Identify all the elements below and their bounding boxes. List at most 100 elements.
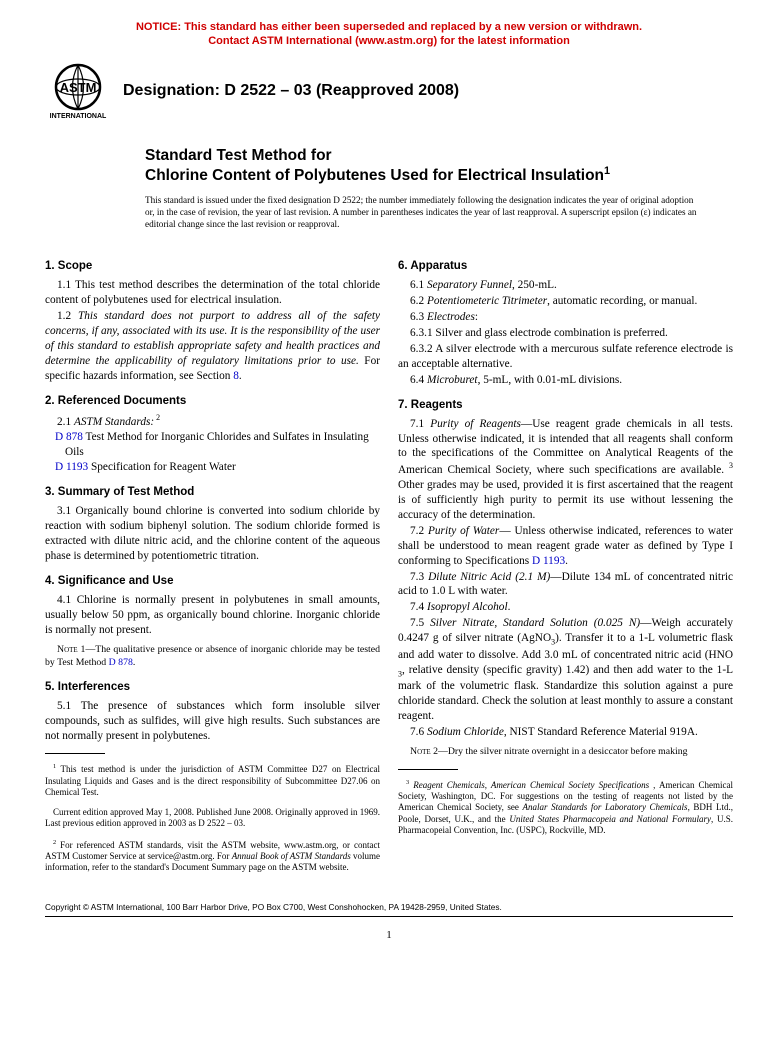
t: ASTM Standards:	[74, 415, 154, 427]
t: Test Method for Inorganic Chlorides and …	[65, 431, 369, 458]
t: 3	[729, 461, 733, 470]
svg-text:ASTM: ASTM	[60, 80, 97, 95]
para-6-1: 6.1 Separatory Funnel, 250-mL.	[398, 278, 733, 293]
t: The qualitative presence or absence of i…	[45, 644, 380, 668]
para-1-2: 1.2 This standard does not purport to ad…	[45, 309, 380, 384]
t: .	[565, 555, 568, 567]
section-2-head: 2. Referenced Documents	[45, 394, 380, 409]
t: 6.4	[410, 374, 427, 386]
footnote-rule-right	[398, 769, 458, 770]
t: 7.5	[410, 617, 430, 629]
t: Annual Book of ASTM Standards	[232, 851, 351, 861]
para-7-5: 7.5 Silver Nitrate, Standard Solution (0…	[398, 616, 733, 724]
para-7-1: 7.1 Purity of Reagents—Use reagent grade…	[398, 417, 733, 523]
designation: Designation: D 2522 – 03 (Reapproved 200…	[123, 82, 459, 100]
issuance-note: This standard is issued under the fixed …	[145, 195, 733, 231]
t: Other grades may be used, provided it is…	[398, 479, 733, 521]
t: 7.4	[410, 601, 427, 613]
notice-line2: Contact ASTM International (www.astm.org…	[208, 35, 570, 47]
t: 7.3	[410, 571, 428, 583]
para-2-1: 2.1 ASTM Standards: 2	[45, 413, 380, 430]
t: Purity of Reagents	[430, 418, 521, 430]
section-6-head: 6. Apparatus	[398, 259, 733, 274]
note-2: Note 2—Dry the silver nitrate overnight …	[398, 746, 733, 759]
footnote-rule-left	[45, 753, 105, 754]
section-4-head: 4. Significance and Use	[45, 574, 380, 589]
t: Separatory Funnel	[427, 279, 512, 291]
para-7-4: 7.4 Isopropyl Alcohol.	[398, 600, 733, 615]
t: .	[239, 370, 242, 382]
para-5-1: 5.1 The presence of substances which for…	[45, 699, 380, 744]
t: Note	[410, 746, 431, 757]
notice-line1: NOTICE: This standard has either been su…	[136, 21, 642, 33]
t: 1—	[78, 644, 96, 655]
section-1-head: 1. Scope	[45, 259, 380, 274]
para-7-6: 7.6 Sodium Chloride, NIST Standard Refer…	[398, 725, 733, 740]
t: Dilute Nitric Acid (2.1 M)	[428, 571, 550, 583]
body-columns: 1. Scope 1.1 This test method describes …	[45, 249, 733, 883]
t: Note	[57, 644, 78, 655]
t: 7.2	[410, 525, 428, 537]
t: , NIST Standard Reference Material 919A.	[504, 726, 698, 738]
title-block: Standard Test Method for Chlorine Conten…	[145, 147, 733, 186]
t: Purity of Water	[428, 525, 499, 537]
t: 7.1	[410, 418, 430, 430]
title-sup: 1	[604, 165, 610, 177]
t: Potentiometeric Titrimeter	[427, 295, 547, 307]
d878-link[interactable]: D 878	[55, 431, 83, 443]
d1193-link-2[interactable]: D 1193	[532, 555, 565, 567]
t: .	[133, 657, 135, 668]
t: Dry the silver nitrate overnight in a de…	[448, 746, 688, 757]
para-6-4: 6.4 Microburet, 5-mL, with 0.01-mL divis…	[398, 373, 733, 388]
title-main: Chlorine Content of Polybutenes Used for…	[145, 165, 733, 186]
t: .	[508, 601, 511, 613]
para-6-3-1: 6.3.1 Silver and glass electrode combina…	[398, 326, 733, 341]
right-column: 6. Apparatus 6.1 Separatory Funnel, 250-…	[398, 249, 733, 883]
t: , automatic recording, or manual.	[547, 295, 697, 307]
t: , 250-mL.	[512, 279, 557, 291]
t: Analar Standards for Laboratory Chemical…	[523, 802, 688, 812]
para-6-2: 6.2 Potentiometeric Titrimeter, automati…	[398, 294, 733, 309]
bottom-rule	[45, 916, 733, 917]
title-main-text: Chlorine Content of Polybutenes Used for…	[145, 167, 604, 184]
t: 1.2	[57, 310, 78, 322]
para-7-3: 7.3 Dilute Nitric Acid (2.1 M)—Dilute 13…	[398, 570, 733, 600]
t: Isopropyl Alcohol	[427, 601, 508, 613]
t: Silver Nitrate, Standard Solution (0.025…	[430, 617, 640, 629]
t: , relative density (specific gravity) 1.…	[398, 664, 733, 722]
svg-text:INTERNATIONAL: INTERNATIONAL	[50, 113, 107, 120]
notice-banner: NOTICE: This standard has either been su…	[45, 20, 733, 49]
ref-d878: D 878 Test Method for Inorganic Chloride…	[45, 430, 380, 460]
para-7-2: 7.2 Purity of Water— Unless otherwise in…	[398, 524, 733, 569]
header-row: ASTM INTERNATIONAL Designation: D 2522 –…	[45, 61, 733, 121]
d1193-link[interactable]: D 1193	[55, 461, 88, 473]
section-3-head: 3. Summary of Test Method	[45, 485, 380, 500]
t: Electrodes	[427, 311, 475, 323]
t: United States Pharmacopeia and National …	[509, 814, 711, 824]
t: 2	[154, 413, 160, 422]
t: 6.1	[410, 279, 427, 291]
t: 6.3	[410, 311, 427, 323]
section-5-head: 5. Interferences	[45, 680, 380, 695]
para-6-3: 6.3 Electrodes:	[398, 310, 733, 325]
t: :	[475, 311, 478, 323]
document-page: NOTICE: This standard has either been su…	[0, 0, 778, 961]
para-4-1: 4.1 Chlorine is normally present in poly…	[45, 593, 380, 638]
astm-logo: ASTM INTERNATIONAL	[45, 61, 111, 121]
t: Reagent Chemicals, American Chemical Soc…	[409, 780, 653, 790]
t: , 5-mL, with 0.01-mL divisions.	[478, 374, 623, 386]
para-6-3-2: 6.3.2 A silver electrode with a mercurou…	[398, 342, 733, 372]
section-7-head: 7. Reagents	[398, 398, 733, 413]
footnote-3: 3 Reagent Chemicals, American Chemical S…	[398, 779, 733, 836]
page-number: 1	[45, 929, 733, 941]
d878-link-2[interactable]: D 878	[109, 657, 133, 668]
t: 2—	[431, 746, 448, 757]
copyright-line: Copyright © ASTM International, 100 Barr…	[45, 902, 733, 912]
footnote-1b: Current edition approved May 1, 2008. Pu…	[45, 807, 380, 830]
title-lead: Standard Test Method for	[145, 147, 733, 165]
para-1-1: 1.1 This test method describes the deter…	[45, 278, 380, 308]
footnote-2: 2 For referenced ASTM standards, visit t…	[45, 839, 380, 874]
footnote-1: 1 This test method is under the jurisdic…	[45, 763, 380, 798]
left-column: 1. Scope 1.1 This test method describes …	[45, 249, 380, 883]
ref-d1193: D 1193 Specification for Reagent Water	[45, 460, 380, 475]
